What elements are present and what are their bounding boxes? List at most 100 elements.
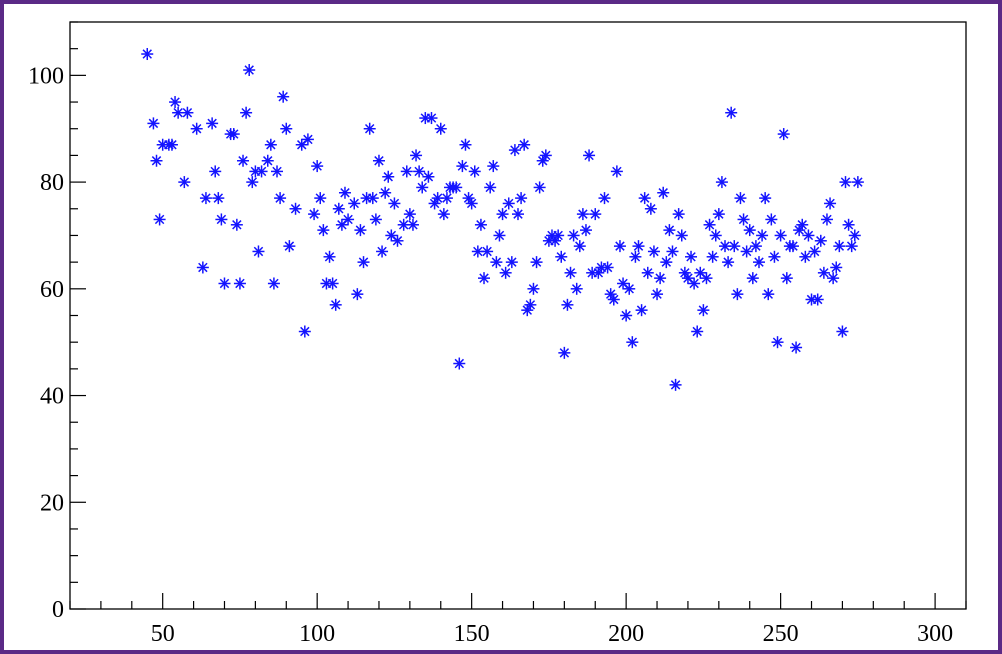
data-point bbox=[712, 208, 725, 221]
data-point bbox=[391, 234, 404, 247]
data-point bbox=[478, 272, 491, 285]
data-point bbox=[196, 261, 209, 274]
data-point bbox=[629, 250, 642, 263]
data-point bbox=[796, 218, 809, 231]
data-point bbox=[817, 266, 830, 279]
data-point bbox=[141, 48, 154, 61]
data-point bbox=[425, 112, 438, 125]
data-point bbox=[388, 197, 401, 210]
data-point bbox=[728, 240, 741, 253]
data-point bbox=[397, 218, 410, 231]
data-point bbox=[456, 160, 469, 173]
data-point bbox=[406, 218, 419, 231]
data-point bbox=[261, 154, 274, 167]
data-point bbox=[610, 165, 623, 178]
data-point bbox=[363, 122, 376, 135]
data-point bbox=[669, 378, 682, 391]
data-point bbox=[243, 64, 256, 77]
data-point bbox=[685, 250, 698, 263]
data-point bbox=[413, 165, 426, 178]
data-point bbox=[474, 218, 487, 231]
data-point bbox=[240, 106, 253, 119]
y-tick-label: 80 bbox=[40, 170, 64, 196]
data-markers bbox=[141, 48, 864, 391]
data-point bbox=[400, 165, 413, 178]
data-point bbox=[842, 218, 855, 231]
data-point bbox=[635, 304, 648, 317]
data-point bbox=[165, 138, 178, 151]
data-point bbox=[450, 181, 463, 194]
x-tick-label: 250 bbox=[763, 621, 799, 647]
data-point bbox=[274, 192, 287, 205]
data-point bbox=[289, 202, 302, 215]
data-point bbox=[237, 154, 250, 167]
data-point bbox=[277, 90, 290, 103]
data-point bbox=[428, 197, 441, 210]
data-point bbox=[437, 208, 450, 221]
data-point bbox=[672, 208, 685, 221]
data-point bbox=[567, 229, 580, 242]
data-point bbox=[153, 213, 166, 226]
data-point bbox=[734, 192, 747, 205]
data-point bbox=[786, 240, 799, 253]
data-point bbox=[326, 277, 339, 290]
data-point bbox=[725, 106, 738, 119]
data-point bbox=[496, 208, 509, 221]
data-point bbox=[246, 176, 259, 189]
x-tick-label: 200 bbox=[608, 621, 644, 647]
data-point bbox=[657, 186, 670, 199]
data-point bbox=[181, 106, 194, 119]
data-point bbox=[190, 122, 203, 135]
data-point bbox=[654, 272, 667, 285]
scatter-plot: 50 100 150 200 250 300 0 20 40 60 80 100 bbox=[28, 21, 967, 647]
data-point bbox=[663, 224, 676, 237]
data-point bbox=[385, 229, 398, 242]
data-point bbox=[845, 240, 858, 253]
data-point bbox=[530, 256, 543, 269]
data-point bbox=[354, 224, 367, 237]
data-point bbox=[372, 154, 385, 167]
data-point bbox=[564, 266, 577, 279]
data-point bbox=[493, 229, 506, 242]
data-point bbox=[369, 213, 382, 226]
data-point bbox=[533, 181, 546, 194]
data-point bbox=[752, 256, 765, 269]
data-point bbox=[199, 192, 212, 205]
data-point bbox=[688, 277, 701, 290]
data-point bbox=[573, 240, 586, 253]
data-point bbox=[230, 218, 243, 231]
y-tick-label: 60 bbox=[40, 277, 64, 303]
data-point bbox=[527, 282, 540, 295]
data-point bbox=[524, 298, 537, 311]
data-point bbox=[700, 272, 713, 285]
data-point bbox=[178, 176, 191, 189]
data-point bbox=[357, 256, 370, 269]
data-point bbox=[558, 346, 571, 359]
data-point bbox=[379, 186, 392, 199]
data-point bbox=[484, 181, 497, 194]
data-point bbox=[808, 245, 821, 258]
data-point bbox=[416, 181, 429, 194]
data-point bbox=[147, 117, 160, 130]
data-point bbox=[756, 229, 769, 242]
data-point bbox=[703, 218, 716, 231]
data-point bbox=[759, 192, 772, 205]
data-point bbox=[607, 293, 620, 306]
data-point bbox=[839, 176, 852, 189]
data-point bbox=[833, 240, 846, 253]
data-point bbox=[666, 245, 679, 258]
data-point bbox=[505, 256, 518, 269]
data-point bbox=[743, 224, 756, 237]
data-point bbox=[706, 250, 719, 263]
data-point bbox=[660, 256, 673, 269]
data-point bbox=[722, 256, 735, 269]
data-point bbox=[802, 229, 815, 242]
data-point bbox=[583, 149, 596, 162]
data-point bbox=[740, 245, 753, 258]
data-point bbox=[830, 261, 843, 274]
data-point bbox=[329, 298, 342, 311]
data-point bbox=[799, 250, 812, 263]
data-point bbox=[218, 277, 231, 290]
data-point bbox=[598, 192, 611, 205]
data-point bbox=[440, 192, 453, 205]
